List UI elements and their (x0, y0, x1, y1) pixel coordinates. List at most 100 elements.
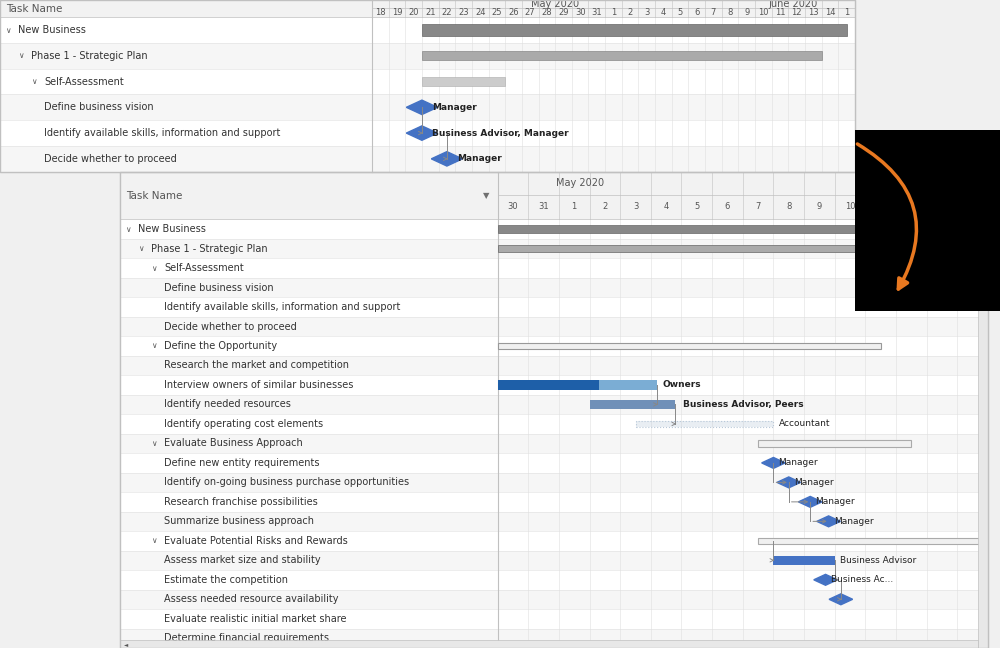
Bar (0, 17, 855, 43)
Text: 9: 9 (817, 202, 822, 211)
Text: Decide whether to proceed: Decide whether to proceed (44, 154, 177, 164)
Text: Identify operating cost elements: Identify operating cost elements (164, 419, 323, 429)
Text: ▲: ▲ (981, 171, 985, 176)
Bar (498, 246, 942, 251)
Text: 13: 13 (808, 8, 819, 17)
Text: Estimate the competition: Estimate the competition (164, 575, 288, 584)
Text: 10: 10 (758, 8, 769, 17)
Text: 30: 30 (575, 8, 585, 17)
Bar (120, 395, 988, 414)
Text: Identify available skills, information and support: Identify available skills, information a… (164, 302, 400, 312)
Text: 31: 31 (538, 202, 549, 211)
Text: 12: 12 (791, 8, 802, 17)
Bar (120, 640, 978, 648)
Text: Identify on-going business purchase opportunities: Identify on-going business purchase oppo… (164, 478, 409, 487)
Bar (498, 226, 985, 233)
Text: ∨: ∨ (5, 25, 11, 34)
Polygon shape (829, 594, 853, 605)
Text: 1: 1 (611, 8, 616, 17)
Text: 19: 19 (392, 8, 402, 17)
Text: Owners: Owners (662, 380, 701, 389)
Polygon shape (406, 126, 437, 141)
Text: 11: 11 (875, 202, 886, 211)
Text: Phase 1 - Strategic Plan: Phase 1 - Strategic Plan (31, 51, 148, 61)
Text: Define business vision: Define business vision (44, 102, 154, 112)
Polygon shape (817, 516, 840, 527)
Text: 10: 10 (845, 202, 855, 211)
Text: Define new entity requirements: Define new entity requirements (164, 458, 320, 468)
Bar (498, 343, 881, 349)
Polygon shape (762, 457, 785, 469)
Text: 4: 4 (664, 202, 669, 211)
Text: 6: 6 (725, 202, 730, 211)
Text: Interview owners of similar businesses: Interview owners of similar businesses (164, 380, 353, 390)
Text: June 2020: June 2020 (875, 178, 924, 188)
Bar (0, 95, 855, 121)
Text: 5: 5 (694, 202, 699, 211)
Text: Business Advisor: Business Advisor (840, 556, 916, 565)
Text: Evaluate Potential Risks and Rewards: Evaluate Potential Risks and Rewards (164, 536, 348, 546)
Text: Accountant: Accountant (779, 419, 830, 428)
Text: ∨: ∨ (125, 225, 131, 233)
Text: 7: 7 (711, 8, 716, 17)
Text: Identify available skills, information and support: Identify available skills, information a… (44, 128, 280, 138)
Bar (855, 130, 1000, 311)
Bar (773, 556, 835, 564)
Bar (636, 421, 773, 427)
Bar (599, 380, 657, 390)
Text: Define the Opportunity: Define the Opportunity (164, 341, 277, 351)
Bar (120, 512, 988, 531)
Bar (0, 69, 855, 95)
Bar (422, 51, 822, 60)
Bar (0, 0, 855, 17)
Text: 1: 1 (844, 8, 849, 17)
Bar (120, 219, 988, 239)
Text: 8: 8 (786, 202, 791, 211)
Bar (120, 259, 988, 278)
Bar (120, 317, 988, 336)
Text: Task Name: Task Name (6, 4, 62, 14)
Text: 22: 22 (442, 8, 452, 17)
Bar (0, 0, 855, 172)
Text: 29: 29 (558, 8, 569, 17)
Text: Identify needed resources: Identify needed resources (164, 399, 291, 410)
Text: 13: 13 (937, 202, 947, 211)
Text: 8: 8 (727, 8, 733, 17)
Text: Determine financial requirements: Determine financial requirements (164, 633, 329, 643)
Bar (120, 278, 988, 297)
Text: June 2020: June 2020 (768, 0, 817, 9)
Bar (422, 24, 847, 36)
Polygon shape (777, 477, 801, 488)
Text: New Business: New Business (18, 25, 86, 35)
Text: 2: 2 (627, 8, 633, 17)
Bar (120, 590, 988, 609)
Text: ∨: ∨ (31, 77, 37, 86)
Text: 3: 3 (633, 202, 638, 211)
Bar (120, 609, 988, 629)
Text: Self-Assessment: Self-Assessment (164, 263, 244, 273)
Bar (120, 551, 988, 570)
Bar (590, 400, 675, 408)
Bar (120, 531, 988, 551)
Text: Define business vision: Define business vision (164, 283, 274, 292)
Text: 30: 30 (508, 202, 518, 211)
Text: Business Advisor, Manager: Business Advisor, Manager (432, 128, 569, 137)
Bar (120, 297, 988, 317)
Text: ∨: ∨ (151, 341, 157, 351)
Bar (120, 172, 988, 219)
FancyArrowPatch shape (857, 144, 916, 289)
Text: Manager: Manager (432, 103, 477, 112)
Text: Manager: Manager (815, 498, 855, 506)
Text: 26: 26 (508, 8, 519, 17)
Bar (0, 146, 855, 172)
Bar (120, 375, 988, 395)
Text: Summarize business approach: Summarize business approach (164, 516, 314, 526)
Text: 5: 5 (677, 8, 683, 17)
Bar (636, 421, 773, 427)
Text: ∨: ∨ (18, 51, 24, 60)
Bar (120, 414, 988, 434)
Bar (758, 440, 911, 446)
Text: 2: 2 (602, 202, 607, 211)
Bar (120, 570, 988, 590)
Bar (498, 380, 599, 390)
